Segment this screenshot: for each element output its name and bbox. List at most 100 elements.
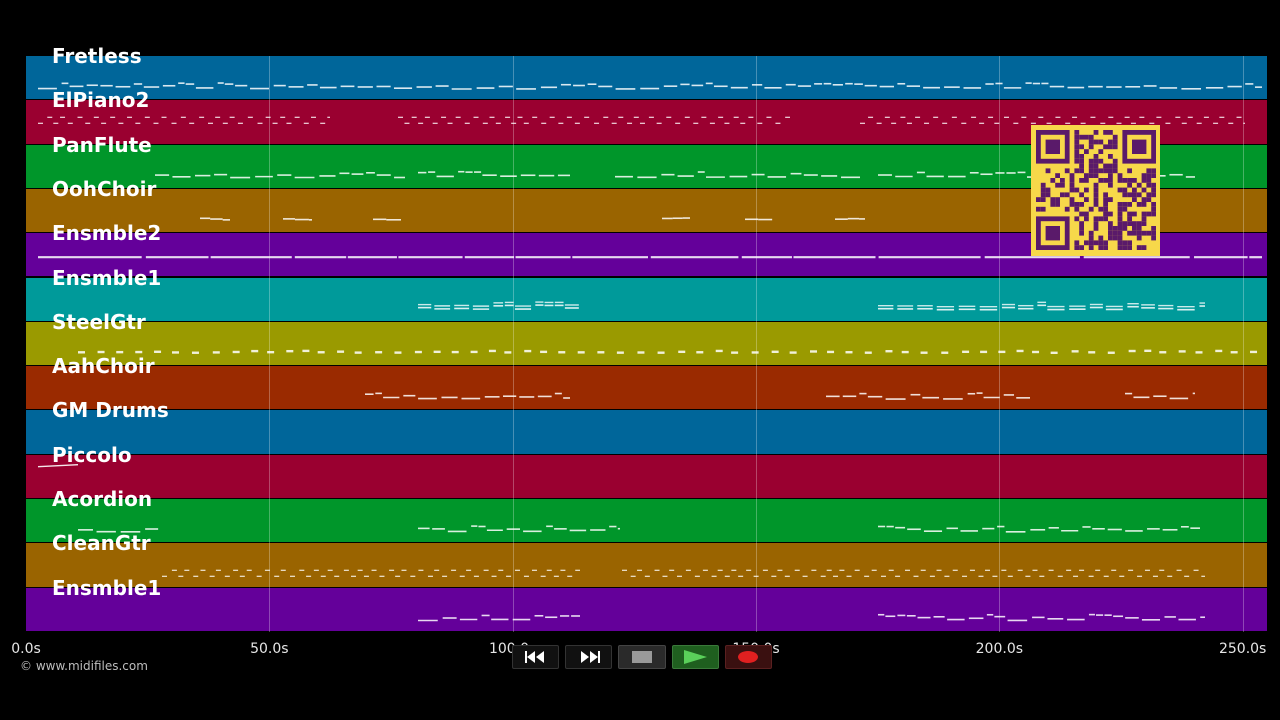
qr-module <box>1108 182 1113 188</box>
qr-module <box>1141 173 1147 178</box>
qr-module <box>1136 245 1142 250</box>
qr-module <box>1122 202 1128 207</box>
qr-module <box>1127 178 1132 183</box>
qr-module <box>1132 192 1137 198</box>
qr-module <box>1088 139 1094 145</box>
fast-forward-icon <box>580 651 600 663</box>
qr-module <box>1079 134 1084 140</box>
qr-module <box>1098 245 1104 250</box>
qr-module <box>1112 134 1118 140</box>
qr-module <box>1112 158 1118 164</box>
qr-module <box>1074 216 1080 222</box>
qr-module <box>1117 202 1123 207</box>
track-lane <box>26 277 1267 322</box>
qr-module <box>1151 173 1156 178</box>
qr-module <box>1093 163 1099 169</box>
play-button[interactable] <box>671 645 719 669</box>
qr-module <box>1146 182 1152 188</box>
qr-module <box>1088 134 1094 140</box>
qr-module <box>1079 163 1084 169</box>
qr-module <box>1040 187 1046 193</box>
track-label: Fretless <box>52 44 142 68</box>
qr-module <box>1103 192 1108 198</box>
qr-module <box>1136 202 1142 207</box>
qr-module <box>1098 158 1104 164</box>
qr-module <box>1040 182 1046 188</box>
qr-module <box>1108 173 1113 178</box>
track-label: PanFlute <box>52 132 152 157</box>
qr-module <box>1151 168 1156 174</box>
qr-module <box>1074 206 1080 212</box>
fast-forward-button[interactable] <box>565 645 613 669</box>
qr-module <box>1127 211 1132 217</box>
qr-code[interactable] <box>1031 125 1160 256</box>
qr-module <box>1045 187 1051 193</box>
qr-module <box>1136 182 1142 188</box>
qr-module <box>1127 182 1132 188</box>
qr-module <box>1127 221 1132 226</box>
qr-module <box>1141 216 1147 222</box>
qr-module <box>1074 240 1080 246</box>
qr-module <box>1141 187 1147 193</box>
time-tick-label: 200.0s <box>975 641 1024 657</box>
qr-module <box>1122 178 1128 183</box>
qr-module <box>1079 202 1084 207</box>
rewind-button[interactable] <box>512 645 560 669</box>
track-label: ElPiano2 <box>52 88 150 113</box>
qr-module <box>1088 173 1094 178</box>
track-lane <box>26 587 1267 632</box>
qr-module <box>1117 206 1123 212</box>
qr-module <box>1122 240 1128 246</box>
qr-module <box>1127 240 1132 246</box>
qr-module <box>1136 235 1142 241</box>
qr-module <box>1074 202 1080 207</box>
qr-module <box>1127 168 1132 174</box>
qr-module <box>1146 230 1152 236</box>
qr-module <box>1117 245 1123 250</box>
qr-module <box>1151 230 1156 236</box>
track-lane <box>26 366 1267 411</box>
qr-module <box>1050 197 1056 202</box>
qr-module <box>1084 173 1089 178</box>
qr-module <box>1112 230 1118 236</box>
qr-module <box>1103 163 1108 169</box>
qr-module <box>1074 149 1080 154</box>
qr-module <box>1103 178 1108 183</box>
qr-module <box>1040 206 1046 212</box>
qr-module <box>1127 216 1132 222</box>
track-lane <box>26 410 1267 455</box>
stop-button[interactable] <box>618 645 666 669</box>
qr-module <box>1088 158 1094 164</box>
qr-module <box>1141 221 1147 226</box>
qr-module <box>1146 192 1152 198</box>
track-label: Acordion <box>52 487 153 511</box>
qr-module <box>1151 202 1156 207</box>
qr-module <box>1108 211 1113 217</box>
record-button[interactable] <box>724 645 773 669</box>
qr-module <box>1079 230 1084 236</box>
qr-module <box>1108 197 1113 202</box>
qr-module <box>1093 197 1099 202</box>
qr-module <box>1112 139 1118 145</box>
track-label: GM Drums <box>52 398 169 423</box>
time-tick-label: 50.0s <box>250 641 289 657</box>
qr-module <box>1079 245 1084 250</box>
qr-module <box>1074 134 1080 140</box>
qr-module <box>1069 202 1075 207</box>
qr-module <box>1074 158 1080 164</box>
note-mark <box>37 464 79 468</box>
qr-module <box>1117 226 1123 231</box>
qr-module <box>1055 197 1060 202</box>
qr-module <box>1045 226 1060 241</box>
qr-module <box>1117 211 1123 217</box>
qr-module <box>1117 240 1123 246</box>
qr-module <box>1112 163 1118 169</box>
qr-module <box>1141 245 1147 250</box>
qr-module <box>1093 173 1099 178</box>
qr-module <box>1088 245 1094 250</box>
qr-module <box>1093 139 1099 145</box>
track-label: SteelGtr <box>52 309 146 334</box>
qr-module <box>1093 202 1099 207</box>
track-lane <box>26 56 1267 101</box>
qr-module <box>1117 187 1123 193</box>
